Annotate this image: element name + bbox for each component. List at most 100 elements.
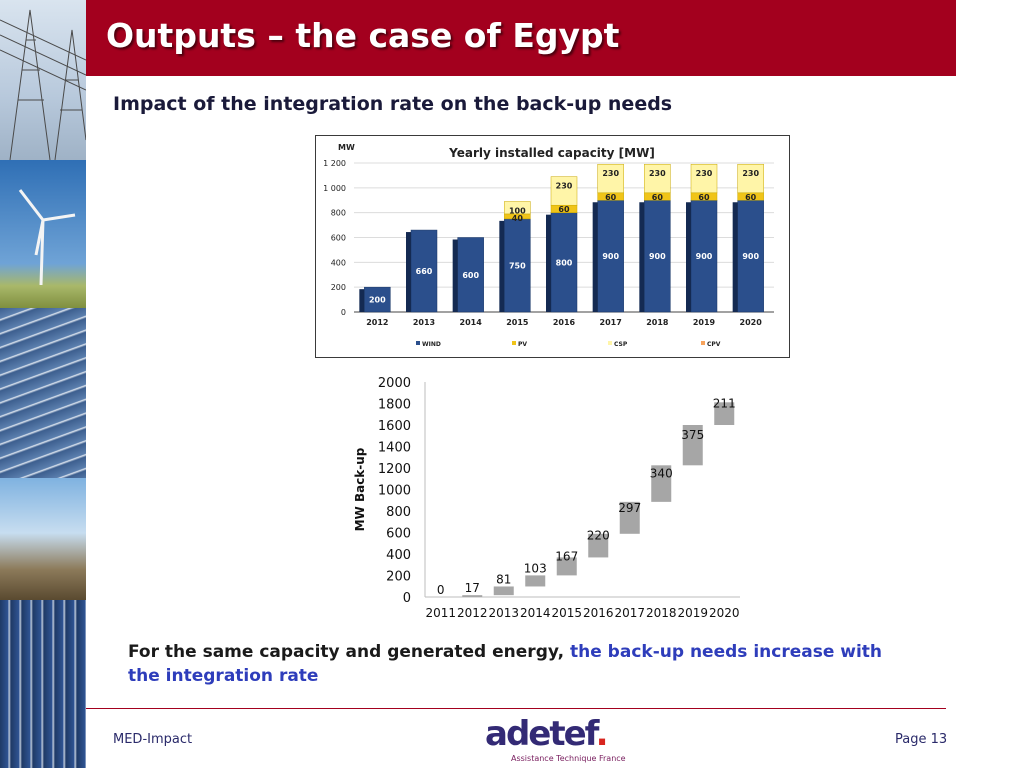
bar-shadow — [546, 214, 551, 312]
x-tick-label: 2015 — [551, 606, 582, 620]
data-label: 230 — [556, 182, 573, 191]
data-label: 230 — [696, 169, 713, 178]
x-tick-label: 2019 — [693, 318, 716, 327]
y-tick-label: 1200 — [378, 462, 411, 477]
bar-shadow — [732, 202, 738, 312]
photo-strip — [0, 0, 86, 768]
data-label: 200 — [369, 296, 386, 305]
data-label: 17 — [465, 581, 480, 595]
backup-bar — [493, 586, 514, 596]
x-tick-label: 2018 — [646, 606, 677, 620]
bar-shadow — [359, 289, 365, 312]
bar-shadow — [406, 232, 411, 312]
bar-wind — [364, 286, 391, 313]
y-tick-label: 1400 — [378, 441, 411, 456]
legend-swatch — [701, 341, 705, 345]
data-label: 103 — [524, 561, 547, 575]
data-label: 60 — [745, 193, 757, 202]
page-number: Page 13 — [895, 732, 948, 747]
logo-wordmark: adetef — [485, 714, 598, 754]
y-tick-label: 1800 — [378, 398, 411, 413]
adetef-logo: adetef. Assistance Technique France — [485, 714, 626, 766]
legend-swatch — [512, 341, 516, 345]
bar-shadow — [686, 202, 691, 312]
y-tick-label: 0 — [403, 591, 411, 606]
x-tick-label: 2012 — [457, 606, 488, 620]
y-tick-label: 400 — [331, 258, 346, 267]
backup-bar — [619, 501, 640, 534]
x-tick-label: 2020 — [709, 606, 740, 620]
slide-subtitle: Impact of the integration rate on the ba… — [113, 93, 673, 115]
backup-bar — [462, 595, 483, 597]
y-tick-label: 400 — [386, 548, 411, 563]
bar-csp — [644, 163, 671, 194]
bar-shadow — [452, 239, 458, 312]
x-tick-label: 2013 — [488, 606, 519, 620]
y-tick-label: 200 — [386, 570, 411, 585]
backup-bar — [588, 533, 609, 558]
data-label: 211 — [713, 397, 736, 411]
bar-wind — [644, 200, 671, 313]
bar-wind — [597, 200, 624, 313]
bar-wind — [550, 212, 578, 313]
data-label: 167 — [555, 549, 578, 563]
data-label: 750 — [509, 261, 526, 270]
data-label: 900 — [602, 252, 619, 261]
x-tick-label: 2014 — [520, 606, 551, 620]
y-tick-label: 1000 — [378, 484, 411, 499]
data-label: 60 — [652, 193, 664, 202]
y-tick-label: 600 — [331, 234, 346, 243]
y-tick-label: 800 — [331, 209, 346, 218]
data-label: 375 — [681, 428, 704, 442]
installed-capacity-chart: MW Yearly installed capacity [MW] 0 200 400 6… — [315, 135, 790, 358]
conclusion-plain: For the same capacity and generated ener… — [128, 642, 570, 662]
data-label: 900 — [696, 252, 713, 261]
bar-csp — [504, 201, 531, 215]
backup-bar — [525, 575, 546, 587]
backup-needs-chart: 0 200 400 600 800 1000 1200 1400 1600 1800 2000 MW … — [345, 372, 745, 624]
y-tick-label: 1 200 — [323, 159, 346, 168]
power-lines-svg — [0, 9, 86, 161]
installed-capacity-svg: MW Yearly installed capacity [MW] 0 200 400 6… — [323, 143, 774, 348]
y-tick-label: 0 — [341, 308, 346, 317]
legend-label: CPV — [707, 341, 721, 348]
bar-csp — [550, 176, 578, 206]
data-label: 800 — [556, 258, 573, 267]
backup-bar — [651, 465, 672, 502]
bar-csp — [690, 163, 718, 194]
y-axis-unit: MW — [338, 143, 355, 152]
slide-title: Outputs – the case of Egypt — [106, 16, 620, 55]
data-label: 0 — [437, 583, 445, 597]
data-label: 60 — [558, 205, 570, 214]
x-tick-label: 2020 — [740, 318, 763, 327]
x-tick-label: 2015 — [506, 318, 529, 327]
bar-wind — [457, 237, 484, 313]
x-tick-label: 2012 — [366, 318, 388, 327]
legend-label: WIND — [422, 341, 441, 348]
bar-shadow — [592, 202, 598, 312]
power-lines-image — [0, 0, 86, 161]
footer-divider — [86, 708, 946, 709]
solar-panels-image — [0, 308, 86, 478]
y-tick-label: 800 — [386, 505, 411, 520]
y-axis-title: MW Back-up — [353, 447, 367, 531]
legend-swatch — [608, 341, 612, 345]
data-label: 900 — [742, 252, 759, 261]
y-tick-label: 200 — [331, 283, 346, 292]
x-tick-label: 2018 — [646, 318, 669, 327]
y-tick-label: 1 000 — [323, 184, 346, 193]
wind-turbine-svg — [18, 189, 76, 286]
data-label: 230 — [602, 169, 619, 178]
data-label: 230 — [742, 169, 759, 178]
chart-title: Yearly installed capacity [MW] — [448, 146, 655, 160]
legend-label: CSP — [614, 341, 628, 348]
bar-csp — [597, 163, 624, 194]
x-tick-label: 2016 — [553, 318, 576, 327]
conclusion-highlight: the back-up needs increase with the inte… — [128, 642, 883, 686]
legend-swatch — [416, 341, 420, 345]
logo-tagline: Assistance Technique France — [511, 754, 626, 763]
backup-bar — [556, 557, 577, 576]
data-label: 81 — [496, 572, 511, 586]
wind-turbine-image — [0, 160, 86, 308]
x-tick-label: 2014 — [460, 318, 483, 327]
